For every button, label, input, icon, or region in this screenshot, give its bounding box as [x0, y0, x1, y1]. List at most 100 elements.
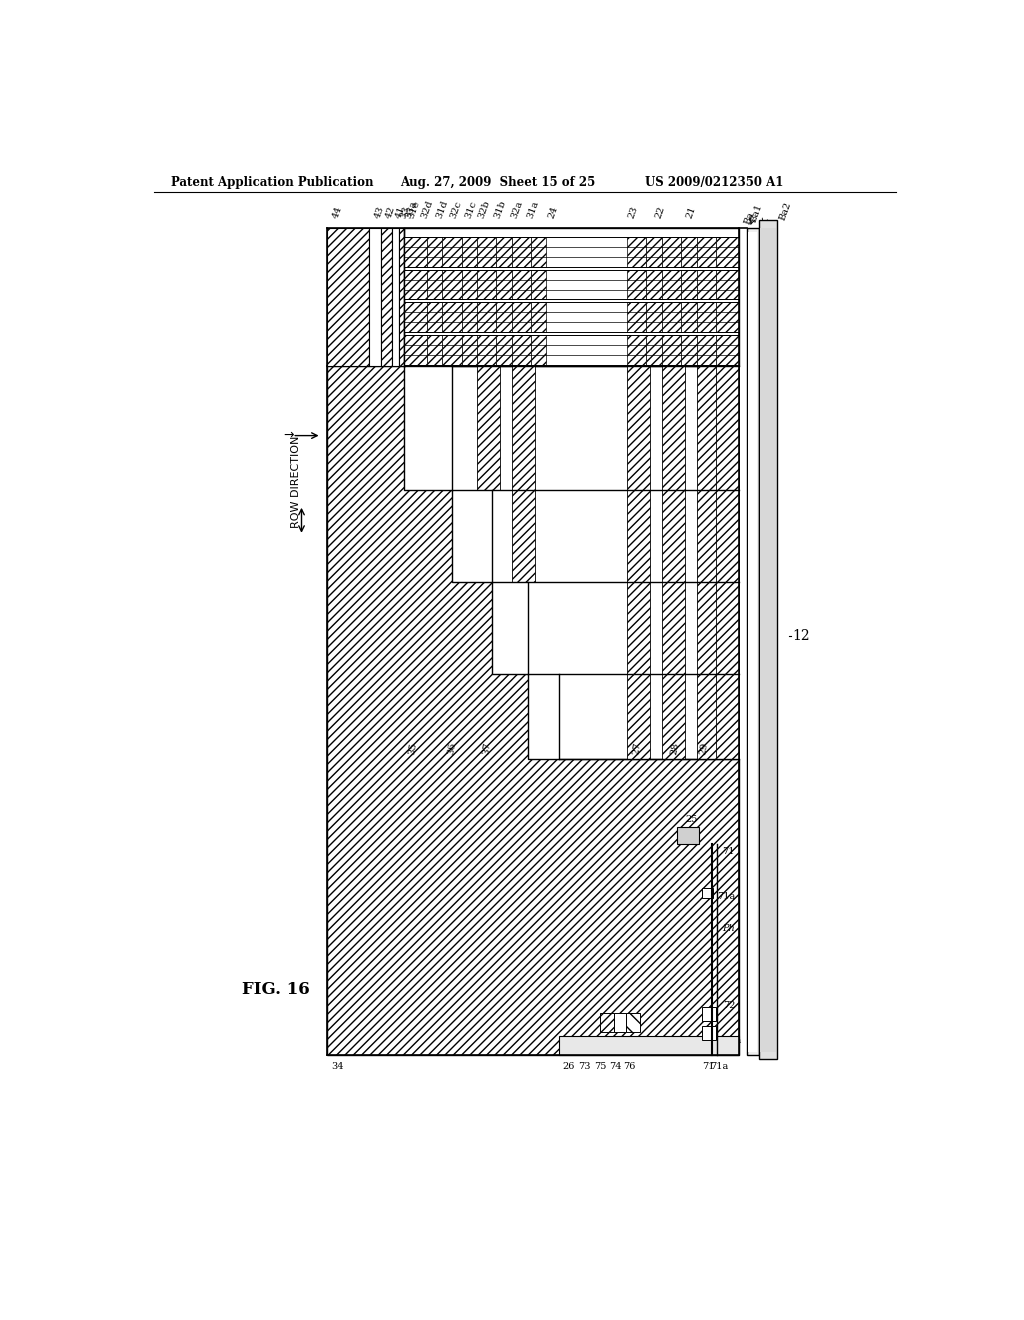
Polygon shape — [327, 367, 739, 1056]
Bar — [462, 238, 477, 267]
Bar — [531, 335, 547, 364]
Text: 27: 27 — [631, 742, 642, 755]
Bar — [628, 490, 650, 582]
Bar — [716, 366, 739, 490]
Bar — [442, 269, 462, 300]
Bar — [403, 269, 427, 300]
Bar — [531, 238, 547, 267]
Bar — [646, 269, 662, 300]
Text: Aug. 27, 2009  Sheet 15 of 25: Aug. 27, 2009 Sheet 15 of 25 — [400, 176, 595, 189]
Bar — [662, 269, 681, 300]
Text: 31d: 31d — [435, 199, 450, 220]
Bar — [462, 302, 477, 333]
Bar — [497, 335, 512, 364]
Bar — [681, 269, 696, 300]
Text: 36: 36 — [446, 348, 458, 363]
Bar — [628, 675, 650, 759]
Bar — [628, 582, 650, 675]
Bar — [646, 238, 662, 267]
Text: 25: 25 — [685, 816, 697, 825]
Text: 24: 24 — [547, 205, 559, 220]
Text: 71a: 71a — [711, 1061, 729, 1071]
Text: 22: 22 — [654, 205, 667, 220]
Text: 31a: 31a — [525, 199, 541, 220]
Bar — [761, 228, 776, 1052]
Bar — [614, 1014, 626, 1032]
Bar — [512, 238, 531, 267]
Text: 32c: 32c — [449, 201, 463, 220]
Bar — [716, 269, 739, 300]
Bar — [600, 1014, 614, 1032]
Bar — [746, 228, 759, 1056]
Bar — [701, 1007, 716, 1020]
Text: 31c: 31c — [464, 201, 478, 220]
Text: ROW DIRECTION: ROW DIRECTION — [291, 436, 301, 528]
Bar — [427, 302, 442, 333]
Bar — [370, 228, 381, 367]
Text: US 2009/0212350 A1: US 2009/0212350 A1 — [645, 176, 783, 189]
Bar — [403, 302, 427, 333]
Bar — [427, 269, 442, 300]
Bar — [512, 269, 531, 300]
Bar — [477, 269, 497, 300]
Bar — [696, 490, 720, 582]
Bar — [662, 490, 685, 582]
Bar — [628, 238, 646, 267]
Text: 72: 72 — [724, 1001, 736, 1010]
Text: 23: 23 — [628, 205, 640, 220]
Text: 71a: 71a — [717, 891, 735, 900]
Bar — [403, 335, 427, 364]
Bar — [477, 366, 500, 490]
Text: 32d: 32d — [419, 199, 434, 220]
Bar — [716, 490, 739, 582]
Text: 31e: 31e — [407, 199, 421, 220]
Bar — [716, 675, 739, 759]
Bar — [696, 335, 716, 364]
Text: Ph: Ph — [722, 924, 734, 933]
Text: Ba: Ba — [742, 210, 756, 226]
Text: 27: 27 — [631, 348, 642, 363]
Text: 71: 71 — [722, 847, 734, 855]
Text: FIG. 16: FIG. 16 — [243, 981, 310, 998]
Bar — [662, 335, 681, 364]
Text: 12: 12 — [793, 628, 810, 643]
Bar — [696, 366, 720, 490]
Bar — [512, 366, 535, 490]
Text: 36: 36 — [446, 742, 458, 755]
Bar — [497, 302, 512, 333]
Text: 32a: 32a — [510, 199, 525, 220]
Bar — [462, 269, 477, 300]
Text: 21: 21 — [685, 205, 697, 220]
Text: 73: 73 — [579, 1061, 591, 1071]
Bar — [462, 335, 477, 364]
Bar — [381, 228, 392, 367]
Bar — [696, 302, 716, 333]
Bar — [512, 335, 531, 364]
Bar — [626, 1014, 640, 1032]
Text: 41: 41 — [394, 205, 408, 220]
Bar — [442, 302, 462, 333]
Text: 33a: 33a — [403, 199, 419, 220]
Bar — [716, 302, 739, 333]
Bar — [646, 335, 662, 364]
Text: 35: 35 — [408, 348, 419, 363]
Bar — [512, 302, 531, 333]
Bar — [427, 335, 442, 364]
Bar — [662, 302, 681, 333]
Bar — [628, 302, 646, 333]
Bar — [442, 238, 462, 267]
Text: 33: 33 — [398, 205, 412, 220]
Bar — [531, 269, 547, 300]
Bar — [701, 888, 714, 898]
Bar — [696, 238, 716, 267]
Bar — [662, 366, 685, 490]
Text: 26: 26 — [562, 1061, 574, 1071]
Bar — [559, 1036, 739, 1056]
Bar — [716, 335, 739, 364]
Text: Patent Application Publication: Patent Application Publication — [171, 176, 373, 189]
Bar — [531, 302, 547, 333]
Text: 37: 37 — [481, 348, 492, 363]
Bar — [403, 238, 427, 267]
Text: 76: 76 — [624, 1061, 636, 1071]
Text: 75: 75 — [594, 1061, 606, 1071]
